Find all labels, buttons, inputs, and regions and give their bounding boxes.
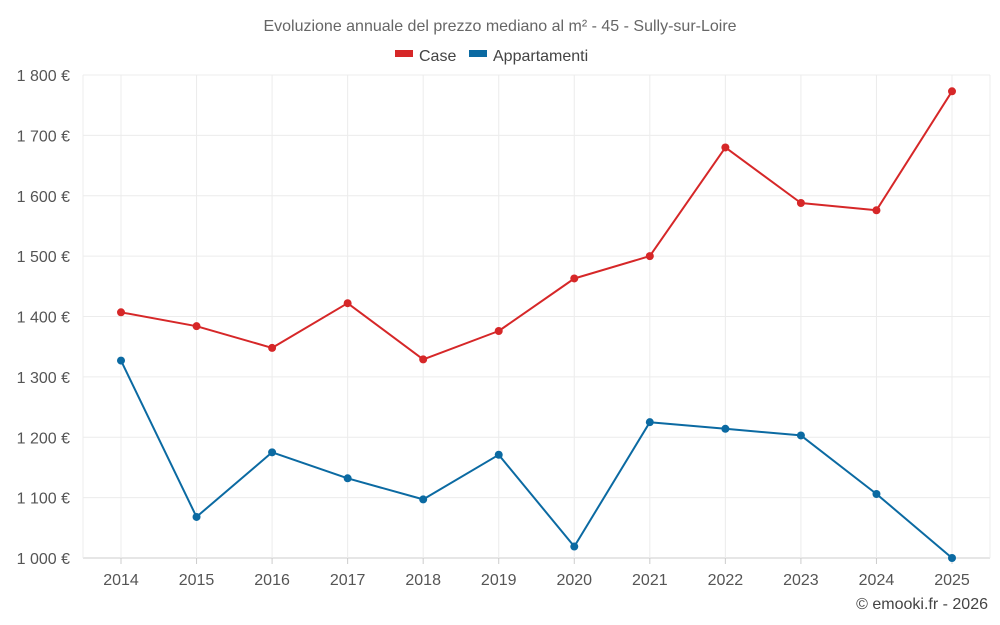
credit-text: © emooki.fr - 2026: [856, 596, 988, 613]
data-point-appartamenti[interactable]: [570, 542, 579, 551]
x-tick-label: 2016: [254, 572, 290, 589]
x-tick-label: 2015: [179, 572, 215, 589]
y-tick-label: 1 400 €: [17, 310, 70, 327]
data-point-appartamenti[interactable]: [268, 448, 277, 457]
y-tick-label: 1 800 €: [17, 68, 70, 85]
data-point-case[interactable]: [419, 355, 428, 364]
x-tick-label: 2014: [103, 572, 139, 589]
x-tick-label: 2025: [934, 572, 970, 589]
data-point-case[interactable]: [570, 274, 579, 283]
data-point-appartamenti[interactable]: [645, 418, 654, 427]
x-tick-label: 2020: [556, 572, 592, 589]
y-tick-label: 1 500 €: [17, 249, 70, 266]
data-point-appartamenti[interactable]: [721, 424, 730, 433]
data-point-case[interactable]: [645, 252, 654, 261]
x-tick-label: 2021: [632, 572, 668, 589]
data-point-case[interactable]: [721, 143, 730, 152]
y-tick-label: 1 100 €: [17, 491, 70, 508]
y-tick-label: 1 700 €: [17, 128, 70, 145]
data-point-appartamenti[interactable]: [419, 495, 428, 504]
x-tick-label: 2018: [405, 572, 441, 589]
data-point-case[interactable]: [872, 206, 881, 215]
data-point-appartamenti[interactable]: [117, 356, 125, 365]
series-line-case: [120, 90, 953, 361]
legend-label-case[interactable]: Case: [419, 48, 456, 65]
x-tick-label: 2022: [708, 572, 744, 589]
x-tick-label: 2019: [481, 572, 517, 589]
y-axis: 1 000 € 1 100 € 1 200 € 1 300 € 1 400 € 1 500…: [17, 68, 70, 568]
data-point-appartamenti[interactable]: [494, 450, 503, 459]
data-point-case[interactable]: [494, 326, 503, 335]
x-tick-label: 2017: [330, 572, 366, 589]
grid: [82, 74, 991, 559]
legend-label-appartamenti[interactable]: Appartamenti: [493, 48, 588, 65]
data-point-appartamenti[interactable]: [192, 512, 201, 521]
x-tick-label: 2023: [783, 572, 819, 589]
legend-swatch-appartamenti: [469, 50, 487, 57]
data-point-appartamenti[interactable]: [343, 474, 352, 483]
legend-swatch-case: [395, 50, 413, 57]
y-tick-label: 1 300 €: [17, 370, 70, 387]
data-point-appartamenti[interactable]: [796, 431, 805, 440]
chart-legend: Case Appartamenti: [395, 48, 588, 65]
series-line-appartamenti: [120, 360, 953, 559]
x-tick-label: 2024: [859, 572, 895, 589]
data-point-case[interactable]: [796, 198, 805, 207]
plot-area: [117, 87, 956, 562]
y-tick-label: 1 600 €: [17, 189, 70, 206]
y-tick-label: 1 200 €: [17, 430, 70, 447]
data-point-appartamenti[interactable]: [872, 490, 881, 499]
data-point-case[interactable]: [948, 87, 956, 96]
y-tick-label: 1 000 €: [17, 551, 70, 568]
x-axis: 2014 2015 2016 2017 2018 2019 2020 2021 2022 2023…: [103, 558, 970, 589]
data-point-case[interactable]: [117, 308, 125, 317]
data-point-case[interactable]: [343, 299, 352, 308]
chart-title: Evoluzione annuale del prezzo mediano al…: [263, 18, 736, 35]
data-point-appartamenti[interactable]: [948, 554, 956, 562]
data-point-case[interactable]: [268, 343, 277, 352]
data-point-case[interactable]: [192, 322, 201, 331]
